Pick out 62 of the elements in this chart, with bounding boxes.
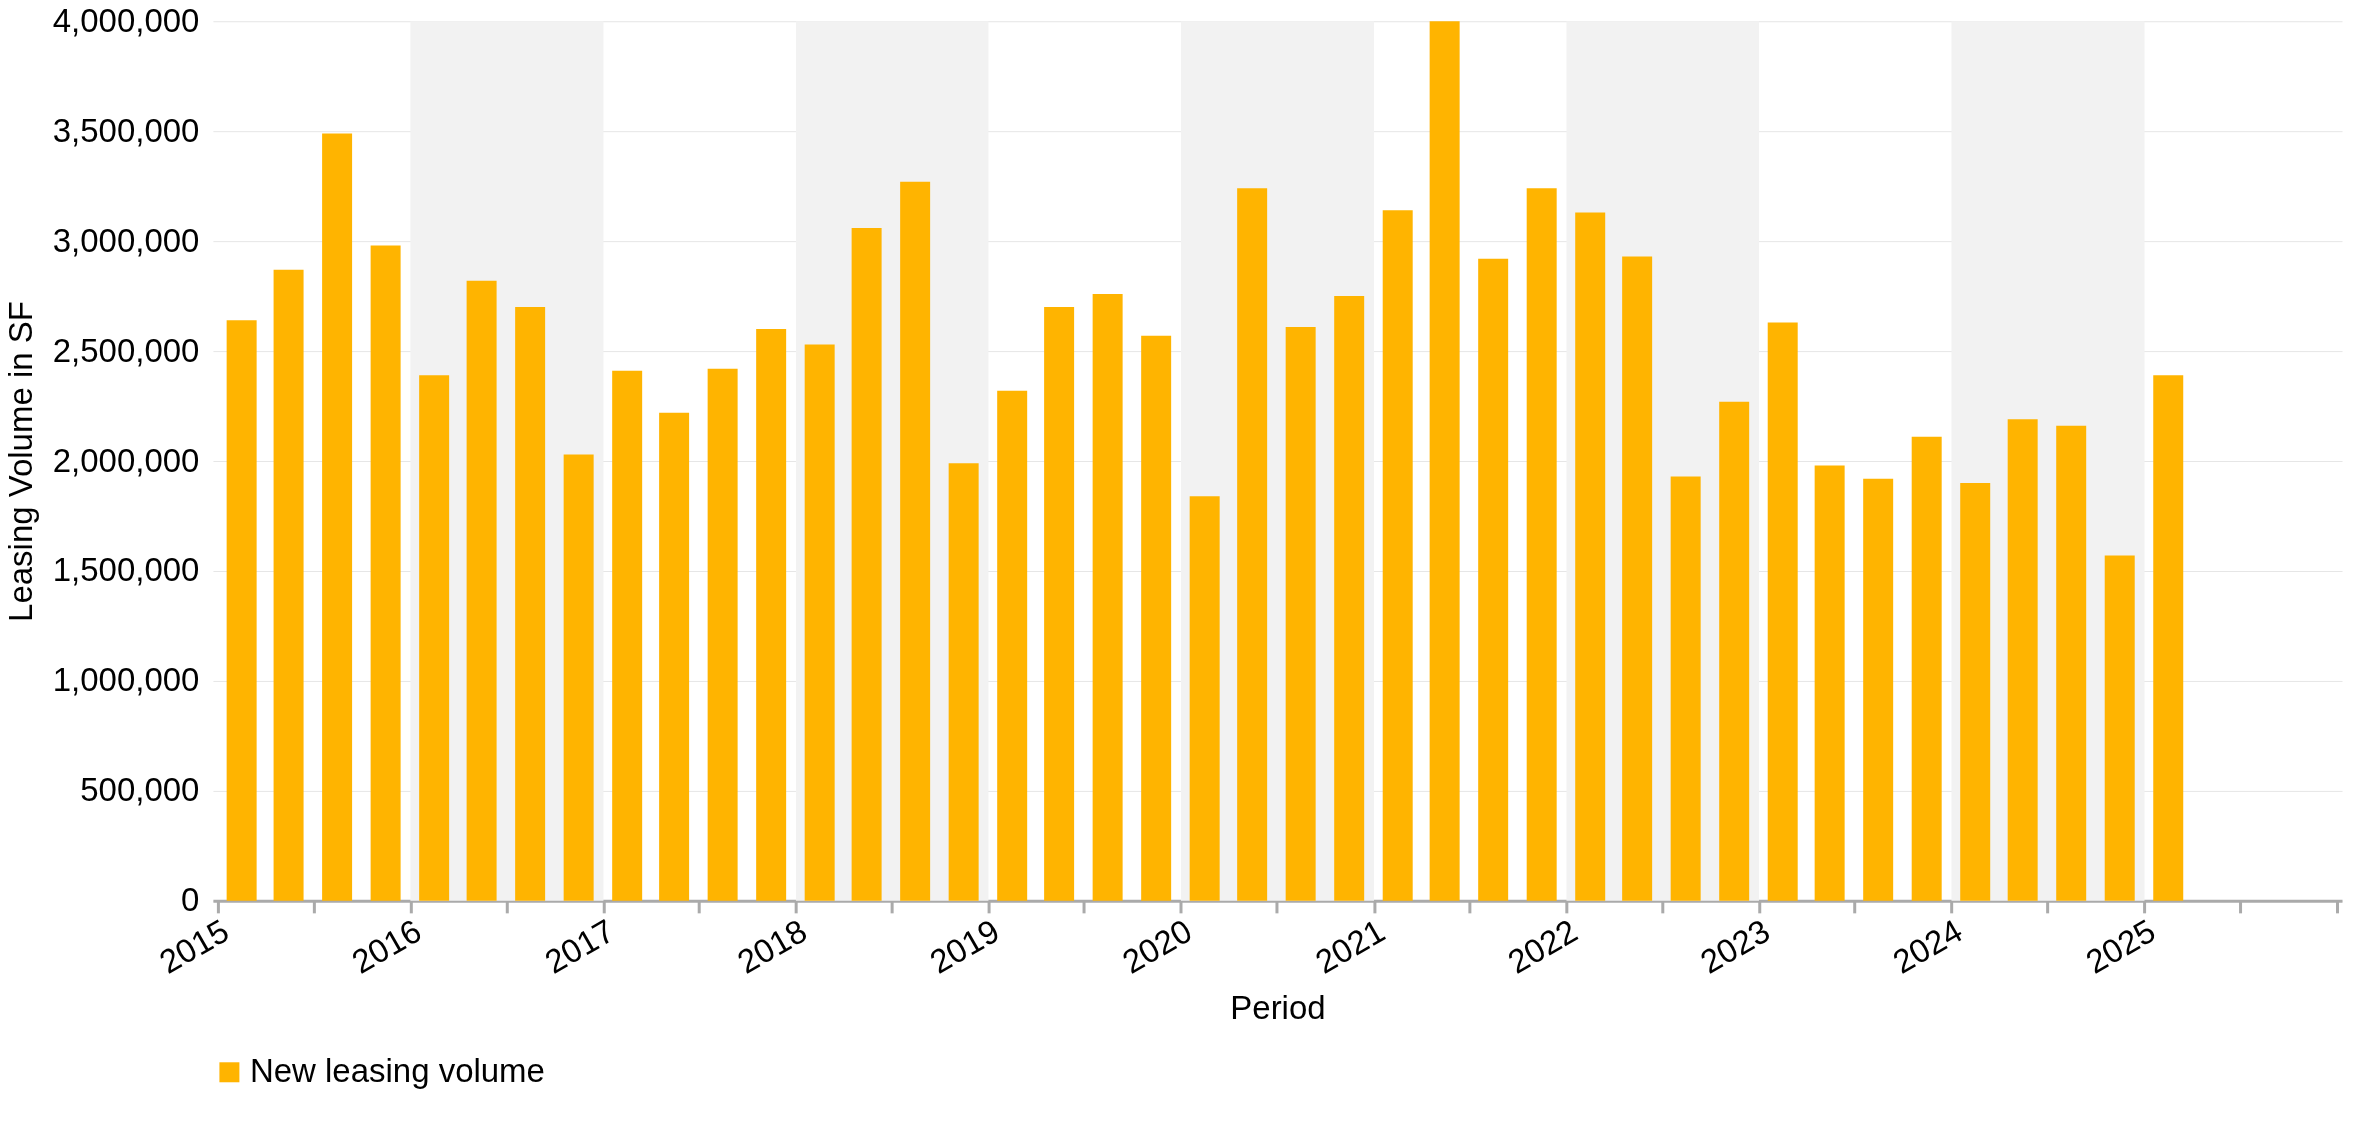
bar bbox=[1960, 483, 1991, 901]
x-tick-label: 2025 bbox=[2079, 911, 2162, 981]
bar bbox=[2153, 375, 2184, 901]
bar bbox=[612, 370, 643, 901]
bar bbox=[659, 412, 690, 901]
y-tick-label: 4,000,000 bbox=[52, 1, 200, 39]
x-tick-label: 2024 bbox=[1886, 911, 1969, 981]
bar bbox=[1334, 296, 1365, 901]
bar bbox=[1237, 188, 1268, 901]
x-tick-label: 2019 bbox=[923, 911, 1006, 981]
bar bbox=[466, 280, 497, 901]
bar bbox=[273, 269, 304, 901]
bar bbox=[707, 368, 738, 901]
bar bbox=[1911, 436, 1942, 901]
y-tick-label: 1,000,000 bbox=[52, 661, 200, 699]
bar bbox=[1526, 188, 1557, 901]
y-tick-label: 500,000 bbox=[80, 771, 200, 809]
bar bbox=[1092, 293, 1123, 901]
bar bbox=[419, 375, 450, 901]
bar bbox=[1767, 322, 1798, 901]
x-tick-label: 2018 bbox=[730, 911, 813, 981]
bar bbox=[900, 181, 931, 901]
x-tick-label: 2023 bbox=[1693, 911, 1776, 981]
bar bbox=[1382, 210, 1413, 901]
x-tick-label: 2017 bbox=[538, 911, 621, 981]
bar bbox=[948, 463, 979, 901]
bar bbox=[997, 390, 1028, 901]
bar bbox=[1478, 258, 1509, 901]
bar bbox=[1670, 476, 1701, 901]
y-axis-title: Leasing Volume in SF bbox=[1, 301, 39, 622]
bar bbox=[1719, 401, 1750, 901]
bar bbox=[1575, 212, 1606, 901]
x-tick-label: 2021 bbox=[1308, 911, 1391, 981]
bar bbox=[1814, 465, 1845, 901]
y-tick-label: 3,000,000 bbox=[52, 221, 200, 259]
x-tick-label: 2022 bbox=[1501, 911, 1584, 981]
bar bbox=[370, 245, 401, 901]
legend-label: New leasing volume bbox=[249, 1052, 545, 1090]
bar bbox=[2056, 425, 2087, 901]
y-tick-label: 1,500,000 bbox=[52, 551, 200, 589]
x-tick-label: 2020 bbox=[1115, 911, 1198, 981]
bar bbox=[1044, 307, 1075, 901]
bar bbox=[2007, 419, 2038, 901]
bar bbox=[1285, 326, 1316, 901]
bar bbox=[515, 307, 546, 901]
bar bbox=[851, 227, 882, 901]
bar bbox=[804, 344, 835, 901]
bar bbox=[1141, 335, 1172, 901]
bar bbox=[2104, 555, 2135, 901]
y-tick-label: 2,500,000 bbox=[52, 331, 200, 369]
x-tick-label: 2016 bbox=[345, 911, 428, 981]
bar bbox=[563, 454, 594, 901]
bar bbox=[1622, 256, 1653, 901]
bar bbox=[322, 133, 353, 901]
x-axis-title: Period bbox=[1230, 988, 1326, 1026]
bar bbox=[756, 329, 787, 901]
bar bbox=[1863, 478, 1894, 901]
y-tick-label: 3,500,000 bbox=[52, 111, 200, 149]
bar bbox=[226, 320, 257, 901]
bar bbox=[1429, 21, 1460, 901]
y-tick-label: 2,000,000 bbox=[52, 441, 200, 479]
bar bbox=[1189, 496, 1220, 901]
